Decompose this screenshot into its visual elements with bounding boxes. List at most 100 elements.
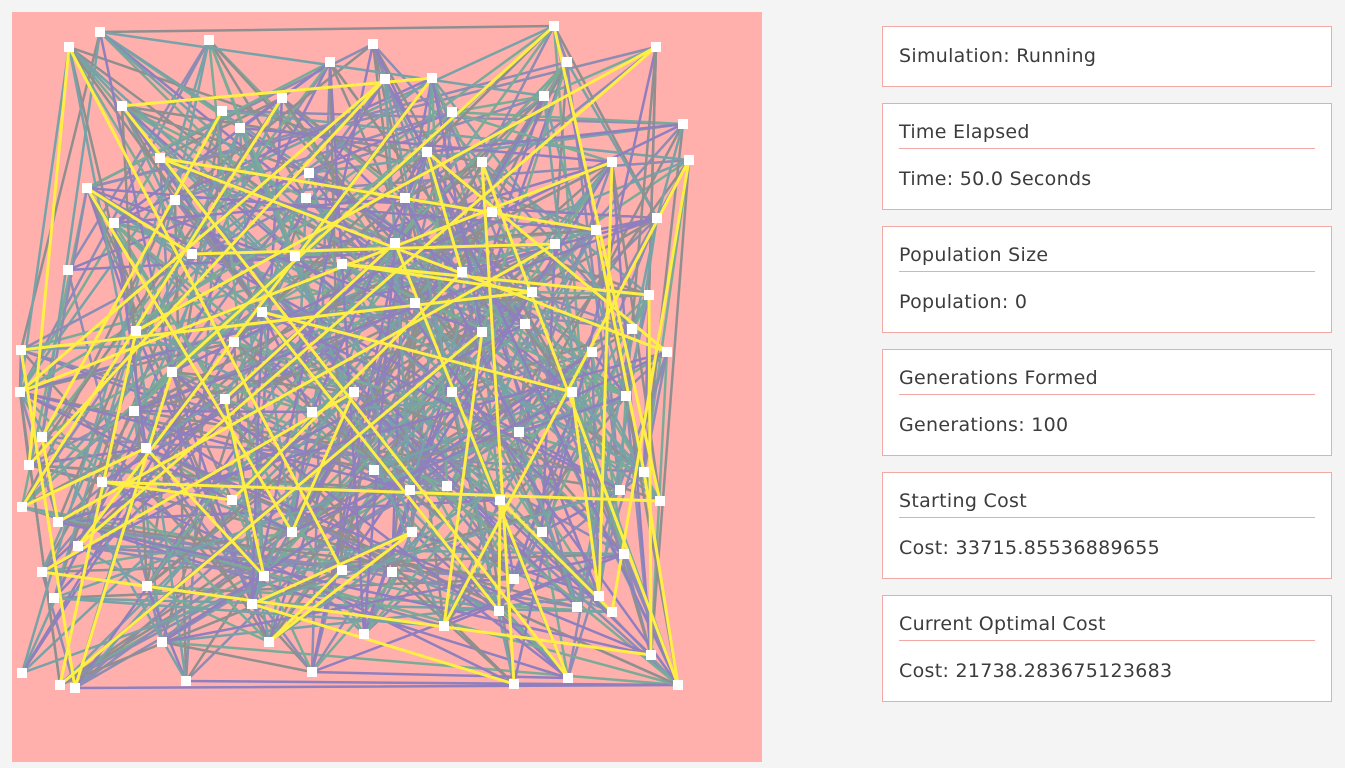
city-marker	[651, 42, 661, 52]
city-marker	[359, 629, 369, 639]
city-marker	[514, 427, 524, 437]
city-marker	[337, 565, 347, 575]
population-title: Population Size	[899, 227, 1315, 272]
city-marker	[387, 567, 397, 577]
city-marker	[400, 193, 410, 203]
population-value: Population: 0	[899, 291, 1028, 313]
city-marker	[563, 673, 573, 683]
city-marker	[368, 39, 378, 49]
city-marker	[487, 207, 497, 217]
city-marker	[495, 495, 505, 505]
city-marker	[70, 683, 80, 693]
city-marker	[17, 668, 27, 678]
city-marker	[494, 606, 504, 616]
city-marker	[477, 327, 487, 337]
city-marker	[304, 168, 314, 178]
city-marker	[325, 57, 335, 67]
city-marker	[187, 249, 197, 259]
route-path	[18, 42, 685, 687]
city-marker	[229, 337, 239, 347]
city-marker	[142, 581, 152, 591]
city-marker	[307, 667, 317, 677]
city-marker	[407, 527, 417, 537]
city-marker	[422, 147, 432, 157]
city-marker	[615, 485, 625, 495]
city-marker	[567, 387, 577, 397]
city-marker	[520, 319, 530, 329]
city-marker	[369, 465, 379, 475]
city-marker	[427, 73, 437, 83]
city-marker	[447, 387, 457, 397]
city-marker	[109, 218, 119, 228]
starting-cost-title: Starting Cost	[899, 473, 1315, 518]
city-marker	[537, 527, 547, 537]
city-marker	[562, 57, 572, 67]
city-marker	[259, 571, 269, 581]
city-marker	[457, 267, 467, 277]
city-marker	[15, 387, 25, 397]
city-marker	[181, 676, 191, 686]
city-marker	[129, 406, 139, 416]
city-marker	[549, 21, 559, 31]
city-marker	[155, 153, 165, 163]
city-marker	[257, 307, 267, 317]
city-marker	[652, 213, 662, 223]
city-marker	[247, 599, 257, 609]
generations-value: Generations: 100	[899, 414, 1069, 436]
city-marker	[405, 485, 415, 495]
optimal-cost-card: Current Optimal Cost Cost: 21738.2836751…	[882, 595, 1332, 702]
city-marker	[307, 407, 317, 417]
population-card: Population Size Population: 0	[882, 226, 1332, 333]
city-marker	[37, 432, 47, 442]
time-value: Time: 50.0 Seconds	[899, 168, 1092, 190]
tsp-canvas	[12, 12, 762, 762]
city-marker	[277, 93, 287, 103]
city-marker	[591, 225, 601, 235]
city-marker	[684, 155, 694, 165]
city-marker	[141, 443, 151, 453]
city-markers	[15, 21, 694, 693]
city-marker	[619, 549, 629, 559]
city-marker	[380, 74, 390, 84]
city-marker	[662, 347, 672, 357]
city-marker	[290, 251, 300, 261]
city-marker	[204, 35, 214, 45]
stats-panel: Simulation: Running Time Elapsed Time: 5…	[882, 26, 1332, 718]
city-marker	[442, 481, 452, 491]
city-marker	[53, 517, 63, 527]
city-marker	[673, 680, 683, 690]
optimal-cost-value: Cost: 21738.283675123683	[899, 660, 1173, 682]
city-marker	[410, 298, 420, 308]
city-marker	[97, 477, 107, 487]
time-title: Time Elapsed	[899, 104, 1315, 149]
city-marker	[477, 157, 487, 167]
city-marker	[170, 195, 180, 205]
city-marker	[678, 119, 688, 129]
city-marker	[63, 265, 73, 275]
city-marker	[621, 391, 631, 401]
city-marker	[594, 591, 604, 601]
city-marker	[17, 502, 27, 512]
route-path	[18, 24, 680, 687]
city-marker	[167, 367, 177, 377]
city-marker	[117, 101, 127, 111]
city-marker	[287, 527, 297, 537]
simulation-status: Simulation: Running	[899, 45, 1097, 67]
city-marker	[646, 650, 656, 660]
city-marker	[607, 607, 617, 617]
city-marker	[264, 637, 274, 647]
city-marker	[550, 239, 560, 249]
generations-card: Generations Formed Generations: 100	[882, 349, 1332, 456]
starting-cost-card: Starting Cost Cost: 33715.85536889655	[882, 472, 1332, 579]
city-marker	[82, 183, 92, 193]
city-marker	[157, 637, 167, 647]
city-marker	[390, 238, 400, 248]
city-marker	[55, 680, 65, 690]
city-marker	[301, 193, 311, 203]
city-marker	[235, 123, 245, 133]
city-marker	[24, 460, 34, 470]
time-card: Time Elapsed Time: 50.0 Seconds	[882, 103, 1332, 210]
city-marker	[447, 107, 457, 117]
city-marker	[337, 259, 347, 269]
city-marker	[509, 574, 519, 584]
